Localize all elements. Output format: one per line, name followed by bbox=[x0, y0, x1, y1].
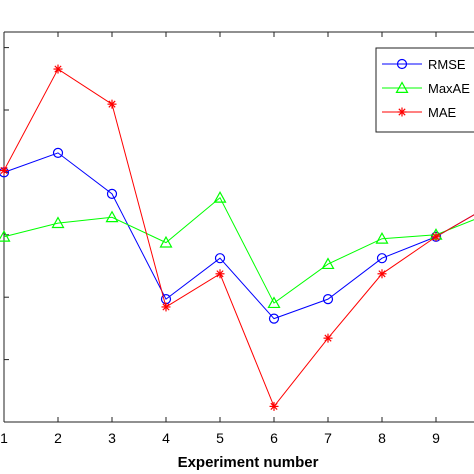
series-line bbox=[3, 68, 474, 408]
x-tick-label: 6 bbox=[270, 430, 278, 446]
data-point bbox=[269, 401, 279, 411]
series-rmse bbox=[0, 147, 474, 324]
data-point bbox=[214, 253, 226, 264]
star-stroke bbox=[162, 303, 170, 311]
data-point bbox=[53, 64, 63, 74]
data-point bbox=[431, 232, 441, 242]
data-point bbox=[376, 253, 388, 264]
data-point bbox=[377, 269, 387, 279]
data-point bbox=[213, 191, 227, 203]
x-tick-label: 8 bbox=[378, 430, 386, 446]
data-point bbox=[161, 302, 171, 312]
series-mae bbox=[0, 64, 474, 411]
x-tick-label: 7 bbox=[324, 430, 332, 446]
legend: RMSE MaxAE MAE bbox=[375, 47, 474, 133]
star-stroke bbox=[270, 402, 278, 411]
star-stroke bbox=[0, 166, 8, 175]
data-point bbox=[0, 230, 11, 242]
data-point bbox=[107, 99, 117, 109]
star-stroke bbox=[378, 270, 386, 278]
data-point bbox=[0, 165, 9, 175]
data-point bbox=[322, 294, 334, 305]
star-stroke bbox=[324, 334, 332, 342]
data-point bbox=[106, 188, 118, 199]
series-layer bbox=[0, 64, 474, 411]
x-tick-label: 9 bbox=[432, 430, 440, 446]
data-point bbox=[397, 107, 407, 117]
star-stroke bbox=[54, 65, 62, 73]
star-stroke bbox=[432, 233, 440, 241]
star-stroke bbox=[398, 108, 406, 116]
data-point bbox=[323, 333, 333, 343]
star-stroke bbox=[108, 100, 116, 108]
legend-label: MAE bbox=[428, 105, 457, 120]
data-point bbox=[159, 235, 173, 248]
x-tick-label: 4 bbox=[162, 430, 170, 446]
data-point bbox=[215, 269, 225, 279]
data-point bbox=[321, 257, 335, 270]
data-point bbox=[105, 210, 119, 223]
legend-label: RMSE bbox=[428, 57, 466, 72]
x-tick-label: 3 bbox=[108, 430, 116, 446]
series-maxae bbox=[0, 191, 474, 309]
axes: 1 2 3 4 5 6 7 8 9 bbox=[0, 31, 474, 446]
data-point bbox=[51, 216, 65, 229]
series-line bbox=[3, 152, 474, 320]
data-point bbox=[396, 58, 408, 70]
x-tick-label: 1 bbox=[0, 430, 8, 446]
legend-label: MaxAE bbox=[428, 81, 470, 96]
data-point bbox=[268, 313, 280, 324]
legend-box bbox=[375, 47, 474, 133]
data-point bbox=[52, 147, 64, 158]
series-line bbox=[3, 196, 474, 304]
data-point bbox=[267, 296, 281, 309]
star-stroke bbox=[216, 270, 224, 278]
data-point bbox=[395, 81, 409, 94]
x-tick-label: 2 bbox=[54, 430, 62, 446]
x-tick-label: 5 bbox=[216, 430, 224, 446]
data-point bbox=[375, 231, 389, 244]
x-axis-label: Experiment number bbox=[178, 454, 319, 471]
